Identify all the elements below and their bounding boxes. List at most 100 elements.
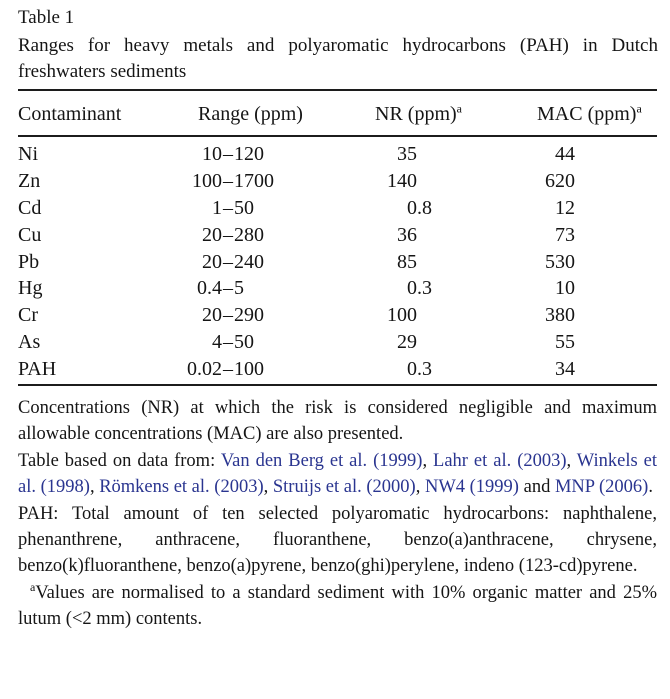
cell-mac: 530	[545, 250, 575, 273]
table-row: PAH 0.02–100 0.3 34	[0, 356, 670, 383]
citation-link[interactable]: Struijs et al. (2000)	[272, 477, 416, 498]
cell-nr-frac: .8	[417, 196, 432, 219]
sources-text: ,	[89, 477, 100, 498]
table-row: Cu 20–280 36 73	[0, 222, 670, 249]
range-dash: –	[223, 143, 233, 165]
range-dash: –	[223, 304, 233, 327]
cell-contaminant: As	[18, 331, 41, 354]
cell-mac: 34	[555, 358, 575, 381]
table-footnotes: Concentrations (NR) at which the risk is…	[18, 395, 657, 633]
cell-contaminant: Cr	[18, 304, 38, 327]
table-row: Pb 20–240 85 530	[0, 249, 670, 276]
column-header-contaminant: Contaminant	[18, 103, 121, 126]
sources-text: ,	[566, 450, 577, 471]
column-header-label: Contaminant	[18, 103, 122, 125]
table-row: Cd 1–50 0.8 12	[0, 195, 670, 222]
footnote-a-marker: a	[30, 579, 36, 594]
table-row: Hg 0.4–5 0.3 10	[0, 275, 670, 302]
citation-link[interactable]: Van den Berg et al. (1999)	[220, 450, 423, 471]
cell-contaminant: Zn	[18, 169, 41, 192]
cell-contaminant: Pb	[18, 250, 40, 273]
cell-contaminant: PAH	[18, 358, 57, 381]
sources-text: ,	[415, 477, 425, 498]
column-header-label: MAC (ppm)	[537, 103, 637, 125]
sources-text: and	[518, 477, 555, 498]
cell-range-high: 5	[234, 277, 244, 300]
footnote-sources: Table based on data from: Van den Berg e…	[18, 448, 657, 501]
citation-link[interactable]: Winkels et al. (1998)	[18, 450, 658, 498]
table-title: Ranges for heavy metals and polyaromatic…	[18, 35, 658, 82]
cell-range-low: 4	[212, 331, 222, 354]
cell-nr-frac: .3	[417, 277, 432, 300]
column-header-range: Range (ppm)	[198, 103, 303, 126]
cell-nr-int: 35	[397, 143, 417, 165]
footnote-a: aValues are normalised to a standard sed…	[18, 580, 657, 633]
cell-range-low: 1	[212, 196, 222, 219]
cell-nr-int: 85	[397, 250, 417, 273]
column-header-label: Range (ppm)	[198, 103, 303, 125]
column-header-nr: NR (ppm)a	[375, 101, 462, 126]
cell-mac: 10	[555, 277, 575, 300]
column-header-label: NR (ppm)	[375, 103, 457, 125]
column-header-superscript: a	[456, 101, 462, 116]
table-body: Ni 10–120 35 44 Zn 100–1700 140 620 Cd 1–50 0.8 12 C…	[0, 136, 670, 384]
cell-range-low: 20	[202, 304, 222, 327]
cell-nr-int: 29	[397, 331, 417, 354]
table-row: Ni 10–120 35 44	[0, 141, 670, 168]
range-dash: –	[223, 331, 233, 354]
rule-top	[18, 89, 657, 91]
cell-mac: 12	[555, 196, 575, 219]
cell-nr-int: 140	[387, 169, 417, 192]
range-dash: –	[223, 169, 233, 192]
citation-link[interactable]: NW4 (1999)	[424, 477, 519, 498]
citation-link[interactable]: MNP (2006)	[554, 477, 649, 498]
cell-range-high: 50	[234, 196, 254, 219]
cell-range-high: 50	[234, 331, 254, 354]
cell-range-low: 20	[202, 223, 222, 246]
cell-range-high: 100	[234, 358, 264, 381]
sources-text: ,	[263, 477, 273, 498]
cell-mac: 380	[545, 304, 575, 327]
range-dash: –	[223, 250, 233, 273]
cell-nr-int: 0	[407, 277, 417, 300]
cell-contaminant: Hg	[18, 277, 43, 300]
cell-range-low: 0.4	[197, 277, 222, 300]
column-header-superscript: a	[636, 101, 642, 116]
cell-range-low: 0.02	[187, 358, 222, 381]
sources-text: Table based on data from:	[18, 450, 221, 471]
cell-range-high: 120	[234, 143, 264, 165]
range-dash: –	[223, 223, 233, 246]
table-row: Zn 100–1700 140 620	[0, 168, 670, 195]
cell-range-high: 240	[234, 250, 264, 273]
cell-mac: 55	[555, 331, 575, 354]
cell-range-low: 100	[192, 169, 222, 192]
table-row: Cr 20–290 100 380	[0, 302, 670, 329]
cell-mac: 620	[545, 169, 575, 192]
citation-link[interactable]: Lahr et al. (2003)	[433, 450, 567, 471]
column-header-mac: MAC (ppm)a	[537, 101, 642, 126]
footnote-pah-definition: PAH: Total amount of ten selected polyar…	[18, 503, 657, 577]
sources-text: ,	[422, 450, 434, 471]
cell-mac: 44	[555, 143, 575, 165]
footnote-a-text: Values are normalised to a standard sedi…	[18, 582, 657, 630]
cell-contaminant: Cu	[18, 223, 42, 246]
table-number: Table 1	[18, 7, 75, 28]
cell-range-high: 290	[234, 304, 264, 327]
cell-nr-int: 100	[387, 304, 417, 327]
cell-range-high: 1700	[234, 169, 274, 192]
footnote-general: Concentrations (NR) at which the risk is…	[18, 398, 657, 445]
table-row: As 4–50 29 55	[0, 329, 670, 356]
cell-mac: 73	[555, 223, 575, 246]
cell-range-low: 20	[202, 250, 222, 273]
sources-text: .	[648, 477, 653, 498]
cell-range-low: 10	[202, 143, 222, 165]
range-dash: –	[223, 358, 233, 381]
cell-contaminant: Cd	[18, 196, 42, 219]
cell-contaminant: Ni	[18, 143, 38, 165]
cell-nr-int: 0	[407, 196, 417, 219]
rule-below-header	[18, 135, 657, 137]
rule-bottom	[18, 384, 657, 386]
range-dash: –	[223, 277, 233, 300]
citation-link[interactable]: Römkens et al. (2003)	[99, 477, 264, 498]
